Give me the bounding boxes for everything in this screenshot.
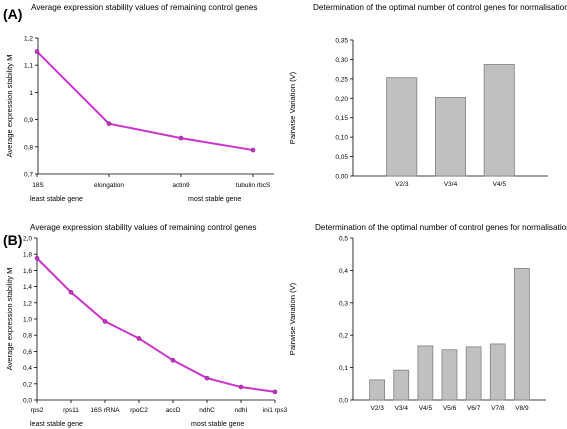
y-tick-label: 2,0 — [23, 236, 32, 243]
y-tick-label: 0,8 — [23, 333, 32, 340]
y-tick-label: 1,4 — [23, 284, 32, 291]
x-tick-label: ndhI — [235, 407, 248, 414]
data-point — [250, 147, 256, 153]
y-tick-label: 0,0 — [339, 398, 348, 405]
data-point — [102, 319, 108, 324]
data-point — [68, 289, 74, 295]
data-point — [106, 121, 112, 126]
y-tick-label: 1,2 — [24, 36, 33, 43]
x-tick-label: V3/4 — [395, 405, 409, 412]
x-tick-label: V4/5 — [493, 181, 507, 188]
x-tick-label: actin9 — [172, 182, 190, 189]
least-stable-label: least stable gene — [30, 421, 83, 428]
x-tick-label: V2/3 — [370, 405, 384, 412]
x-tick-label: V6/7 — [467, 405, 481, 412]
x-tick-label: accD — [166, 407, 181, 414]
y-tick-label: 0,3 — [339, 300, 348, 307]
y-axis-label: Average expression stability M — [5, 55, 14, 158]
x-tick-label: V4/5 — [419, 405, 433, 412]
y-tick-label: 1 — [29, 90, 33, 97]
x-tick-label: V2/3 — [395, 181, 409, 188]
y-tick-label: 0,30 — [335, 57, 348, 64]
y-tick-label: 0,25 — [335, 76, 348, 83]
x-tick-label: V5/6 — [443, 405, 457, 412]
y-axis-label: Average expression stability M — [5, 268, 14, 371]
data-point — [136, 336, 142, 341]
x-tick-label: ini1 rps3 — [263, 407, 288, 414]
most-stable-label: most stable gene — [188, 196, 241, 203]
y-tick-label: 0,10 — [335, 135, 348, 142]
y-tick-label: 0,8 — [24, 144, 33, 151]
bar — [489, 343, 506, 401]
y-tick-label: 0,35 — [335, 38, 348, 45]
bar — [513, 268, 530, 401]
most-stable-label: most stable gene — [191, 421, 244, 428]
y-tick-label: 0,15 — [335, 115, 348, 122]
y-tick-label: 1,8 — [23, 252, 32, 259]
series-line — [36, 50, 254, 152]
chart-title: Determination of the optimal number of c… — [313, 3, 567, 12]
y-tick-label: 0,2 — [23, 381, 32, 388]
x-tick-label: 18S — [32, 182, 44, 189]
data-point — [204, 375, 210, 381]
x-tick-label: ndhC — [199, 407, 215, 414]
y-tick-label: 1,6 — [23, 268, 32, 275]
least-stable-label: least stable gene — [30, 196, 83, 203]
x-tick-label: 16S rRNA — [90, 407, 120, 414]
data-point — [238, 384, 244, 390]
data-point — [272, 389, 278, 395]
y-tick-label: 0,5 — [339, 236, 348, 243]
y-axis-label: Pairwise Variation (V) — [288, 282, 297, 355]
bar — [441, 349, 458, 401]
x-tick-label: V8/9 — [515, 405, 529, 412]
data-point — [178, 135, 184, 141]
bar — [417, 345, 434, 401]
data-point — [34, 49, 40, 54]
y-tick-label: 0,20 — [335, 96, 348, 103]
y-tick-label: 0,1 — [339, 365, 348, 372]
x-tick-label: elongation — [94, 182, 124, 189]
series-line — [36, 257, 276, 393]
y-tick-label: 0,00 — [335, 174, 348, 181]
y-tick-label: 0,05 — [335, 154, 348, 161]
bar — [465, 346, 482, 401]
y-tick-label: 0,4 — [339, 268, 348, 275]
x-tick-label: tubulin rbcS — [236, 182, 271, 189]
y-tick-label: 1,1 — [24, 63, 33, 70]
y-tick-label: 0,9 — [24, 117, 33, 124]
y-tick-label: 0,6 — [23, 349, 32, 356]
bar — [483, 64, 515, 177]
y-tick-label: 0,4 — [23, 365, 32, 372]
chart-title: Average expression stability values of r… — [31, 3, 258, 12]
y-tick-label: 1,2 — [23, 300, 32, 307]
chart-title: Determination of the optimal number of c… — [315, 223, 567, 232]
y-tick-label: 0,0 — [23, 398, 32, 405]
y-axis-label: Pairwise Variation (V) — [288, 71, 297, 144]
x-tick-label: V3/4 — [444, 181, 458, 188]
bar — [369, 379, 386, 401]
panel-label: (B) — [3, 232, 22, 248]
panel-label: (A) — [3, 6, 22, 22]
y-tick-label: 0,2 — [339, 333, 348, 340]
chart-title: Average expression stability values of r… — [30, 223, 257, 232]
y-tick-label: 0,7 — [24, 172, 33, 179]
bar — [434, 97, 467, 177]
data-point — [170, 358, 176, 363]
bar — [386, 77, 418, 177]
x-tick-label: rps2 — [31, 407, 44, 414]
x-tick-label: rps11 — [63, 407, 79, 414]
y-tick-label: 1,0 — [23, 317, 32, 324]
bar — [393, 369, 410, 401]
data-point — [34, 255, 40, 261]
x-tick-label: rpoC2 — [130, 407, 148, 414]
x-tick-label: V7/8 — [491, 405, 505, 412]
